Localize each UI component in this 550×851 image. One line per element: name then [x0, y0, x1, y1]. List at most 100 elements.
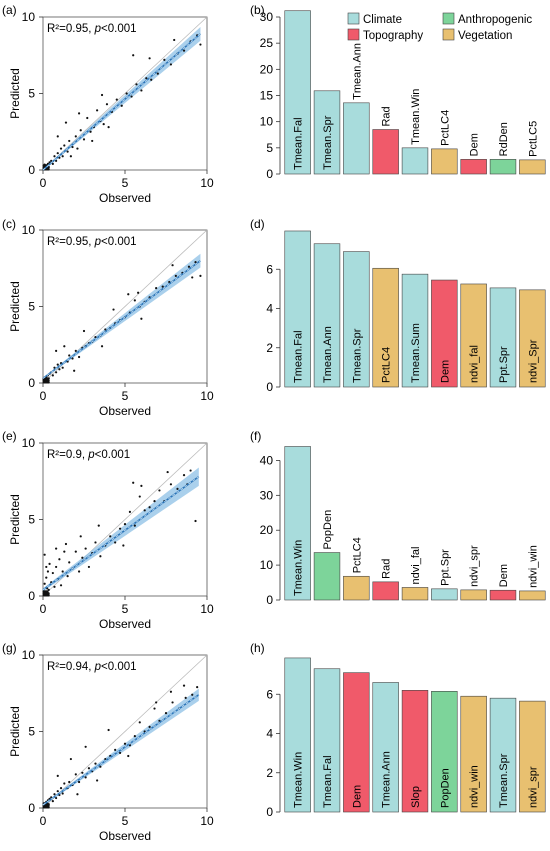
x-axis-label: Observed [99, 829, 151, 843]
y-tick-label: 2 [266, 766, 273, 780]
data-point [135, 83, 138, 86]
y-axis-label: Predicted [8, 494, 22, 545]
data-point [109, 535, 112, 538]
panel-c: (c) 0 5 10 0 5 10 Observed Predicted R²=0.95, p<0… [2, 217, 214, 418]
data-point [87, 767, 91, 770]
panel-label: (f) [250, 429, 261, 443]
y-tick-label: 6 [266, 262, 273, 276]
data-point [66, 150, 69, 153]
y-axis-label: Predicted [8, 68, 22, 119]
x-axis-label: Observed [99, 617, 151, 631]
data-point [69, 155, 72, 158]
data-point [148, 506, 151, 509]
data-point [164, 712, 168, 715]
legend-label: Vegetation [458, 30, 512, 42]
data-point [138, 721, 141, 724]
data-point [115, 98, 118, 101]
data-point [99, 765, 102, 768]
data-point [84, 776, 87, 779]
bar-category-label: Dem [439, 360, 451, 383]
bar [284, 446, 311, 601]
y-tick-label: 10 [260, 115, 274, 129]
data-point [63, 144, 66, 147]
data-point [61, 792, 64, 795]
data-point [102, 123, 105, 126]
bar [401, 690, 429, 813]
data-point [128, 510, 132, 513]
data-point [91, 139, 94, 143]
r2-text: R²=0.94, [47, 661, 95, 673]
x-tick-label: 10 [200, 814, 214, 828]
bar-category-label: Tmean.Fal [322, 755, 334, 808]
data-point [97, 524, 100, 527]
data-point [45, 576, 48, 579]
data-point [148, 57, 151, 60]
panel-label: (c) [2, 217, 16, 231]
bar [431, 148, 458, 175]
y-tick-label: 0 [28, 376, 35, 390]
data-point [56, 790, 59, 793]
bar [519, 159, 546, 175]
bar-category-label: PctLC4 [439, 110, 451, 146]
data-point [58, 368, 61, 371]
bar-category-label: Tmean.Spr [351, 328, 363, 383]
y-tick-label: 10 [260, 558, 274, 572]
legend-swatch [442, 12, 455, 25]
bar [313, 668, 341, 813]
data-point [169, 690, 173, 693]
data-point [68, 780, 71, 784]
bar [431, 279, 458, 388]
data-point [45, 377, 49, 380]
data-point [100, 345, 104, 348]
data-point [59, 584, 63, 587]
panel-label: (a) [2, 3, 17, 17]
fit-annotation: R²=0.9, p<0.001 [47, 449, 130, 461]
data-point [55, 565, 58, 569]
y-tick-label: 0 [266, 167, 273, 181]
data-point [118, 751, 122, 755]
data-point [55, 371, 58, 374]
y-axis-label: Predicted [8, 281, 22, 332]
bar [284, 657, 311, 813]
bar [519, 590, 546, 601]
bar-category-label: Dem [469, 133, 481, 156]
bar-category-label: ndvi_win [527, 545, 539, 588]
p-value: <0.001 [101, 23, 137, 35]
bar-category-label: Tmean.Ann [351, 43, 363, 100]
data-point [189, 469, 192, 472]
x-tick-label: 0 [40, 176, 47, 190]
data-point [46, 570, 50, 573]
fit-line-dashed [42, 260, 201, 379]
data-point [127, 754, 130, 758]
data-point [69, 757, 72, 761]
data-point [59, 787, 63, 790]
bar-category-label: PopDen [322, 510, 334, 550]
data-point [76, 793, 79, 796]
data-point [96, 109, 99, 112]
data-point [114, 541, 117, 544]
y-tick-label: 20 [260, 62, 274, 76]
bar-category-label: Tmean.Win [293, 540, 305, 596]
bar [460, 283, 487, 388]
bar [343, 251, 370, 388]
data-point [196, 686, 199, 689]
data-point [73, 369, 76, 372]
fit-line-dashed [42, 476, 200, 591]
bar-category-label: ndvi_spr [469, 545, 481, 587]
y-tick-label: 25 [260, 36, 274, 50]
data-point [153, 707, 156, 710]
bar-category-label: Tmean.Fal [293, 330, 305, 383]
data-point [59, 147, 63, 150]
data-point [74, 550, 77, 553]
data-point [187, 265, 191, 268]
legend-swatch [347, 12, 360, 25]
bar [313, 552, 341, 601]
y-tick-label: 0 [28, 589, 35, 603]
data-point [74, 135, 77, 138]
data-point [133, 299, 136, 302]
r2-text: R²=0.95, [47, 23, 95, 35]
bar [460, 159, 487, 175]
confidence-band [43, 467, 199, 592]
data-point [118, 527, 122, 530]
bar [401, 273, 429, 388]
